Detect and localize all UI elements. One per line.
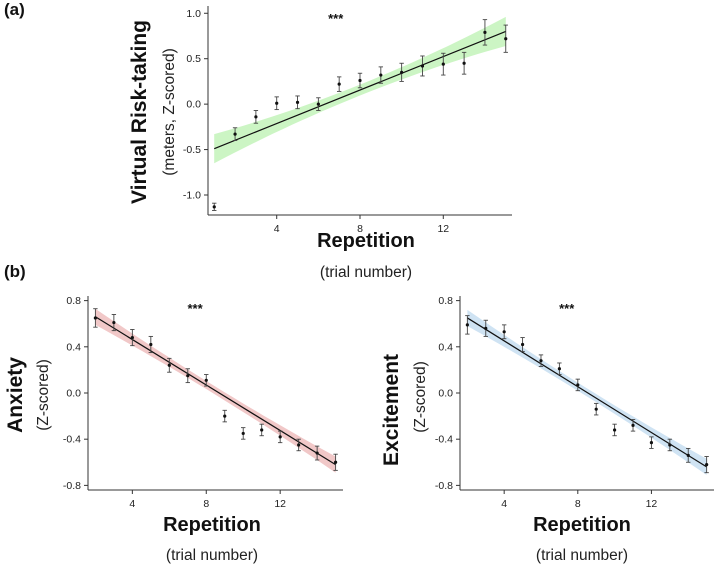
y-tick-label: 1.0	[186, 8, 201, 20]
data-point	[149, 342, 153, 347]
data-point	[379, 73, 383, 77]
data-point	[334, 460, 338, 464]
data-point	[112, 320, 116, 325]
fit-line	[214, 30, 506, 150]
fit-line	[467, 317, 707, 468]
chart-b2-xlabel-sub: (trial number)	[535, 547, 629, 564]
data-point	[484, 326, 488, 330]
data-point	[594, 407, 598, 411]
x-tick-label: 4	[274, 223, 280, 235]
y-tick-label: 0.0	[186, 99, 201, 111]
data-point	[465, 323, 469, 327]
panel-b-label: (b)	[4, 262, 26, 281]
chart-a: -1.0 -0.5 0.0 0.5 1.0 4 8 12 ***	[183, 6, 512, 235]
y-tick-label: 0.0	[438, 388, 453, 400]
chart-b2: -0.8 -0.4 0.0 0.4 0.8 4 8 12 ***	[435, 295, 714, 510]
data-point	[186, 374, 190, 378]
chart-a-xlabel: Repetition	[317, 230, 415, 252]
data-point	[504, 37, 508, 41]
x-tick-label: 8	[203, 498, 209, 510]
x-tick-label: 12	[274, 498, 286, 510]
data-point	[254, 115, 258, 119]
data-point	[613, 428, 617, 432]
data-point	[167, 363, 171, 367]
data-point	[295, 100, 300, 104]
significance-annotation: ***	[328, 11, 344, 26]
data-point	[275, 101, 279, 105]
y-tick-label: -0.8	[63, 480, 81, 492]
data-point	[462, 61, 466, 65]
data-point	[649, 441, 654, 445]
y-tick-label: -1.0	[183, 190, 201, 202]
data-point	[316, 102, 320, 106]
data-point	[212, 205, 216, 209]
y-tick-label: -0.4	[63, 434, 81, 446]
data-point	[233, 132, 237, 136]
x-tick-label: 8	[357, 223, 363, 235]
chart-b1-ylabel-sub: (Z-scored)	[35, 359, 52, 431]
data-point	[557, 367, 561, 371]
chart-b2-xlabel: Repetition	[533, 514, 631, 536]
data-point	[278, 435, 282, 439]
data-point	[204, 378, 208, 382]
y-tick-label: 0.4	[66, 341, 81, 353]
panel-a-label: (a)	[4, 0, 25, 19]
data-point	[241, 431, 245, 436]
data-point	[705, 462, 709, 467]
x-tick-label: 12	[646, 498, 658, 510]
data-point	[420, 64, 425, 68]
data-point	[686, 453, 690, 457]
x-tick-label: 4	[129, 498, 135, 510]
data-point	[502, 330, 506, 334]
data-point	[130, 335, 134, 340]
data-point	[539, 359, 543, 363]
data-point	[93, 316, 97, 320]
data-point	[260, 428, 264, 432]
data-point	[223, 414, 227, 418]
fit-line	[95, 316, 336, 466]
y-tick-label: 0.8	[438, 295, 453, 307]
chart-b1: -0.8 -0.4 0.0 0.4 0.8 4 8 12 ***	[63, 295, 343, 510]
chart-a-ylabel: Virtual Risk-taking	[128, 20, 151, 204]
significance-annotation: ***	[188, 301, 204, 316]
y-tick-label: -0.4	[435, 434, 453, 446]
y-tick-label: 0.4	[438, 341, 453, 353]
x-tick-label: 8	[575, 498, 581, 510]
data-point	[315, 451, 319, 455]
data-point	[576, 383, 580, 387]
data-point	[358, 78, 362, 83]
data-point	[337, 82, 341, 86]
y-tick-label: -0.5	[183, 144, 201, 156]
y-tick-label: 0.5	[186, 53, 201, 65]
y-tick-label: -0.8	[435, 480, 453, 492]
x-tick-label: 4	[501, 498, 507, 510]
y-tick-label: 0.8	[66, 295, 81, 307]
chart-b2-ylabel: Excitement	[380, 353, 403, 467]
data-point	[483, 30, 487, 34]
chart-b1-xlabel: Repetition	[163, 514, 261, 536]
y-tick-label: 0.0	[66, 388, 81, 400]
data-point	[668, 443, 672, 447]
data-point	[297, 443, 301, 447]
significance-annotation: ***	[559, 301, 575, 316]
data-point	[441, 62, 445, 66]
chart-b1-xlabel-sub: (trial number)	[165, 547, 259, 564]
x-tick-label: 12	[437, 223, 449, 235]
chart-a-xlabel-sub: (trial number)	[319, 264, 413, 281]
data-point	[400, 70, 404, 74]
chart-b1-ylabel: Anxiety	[4, 357, 27, 433]
data-point	[631, 423, 635, 427]
data-point	[520, 342, 525, 347]
